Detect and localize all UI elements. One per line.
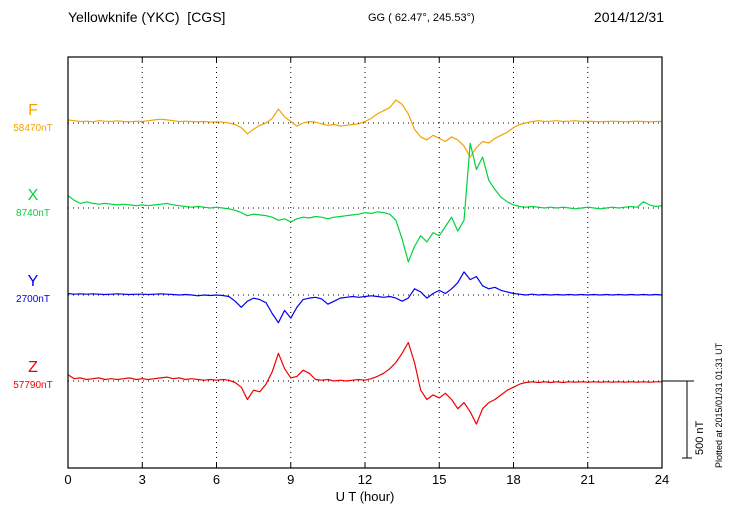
trace-letter: F bbox=[28, 102, 38, 119]
x-tick-label: 24 bbox=[654, 472, 670, 487]
x-tick-label: 18 bbox=[506, 472, 521, 487]
trace-baseline-value: 57790nT bbox=[13, 380, 53, 391]
x-tick-label: 15 bbox=[432, 472, 447, 487]
trace-letter: Z bbox=[28, 359, 38, 376]
x-axis-tick-labels: 0 3 6 9 12 15 18 21 24 bbox=[0, 472, 730, 488]
station-title: Yellowknife (YKC) [CGS] bbox=[68, 9, 226, 25]
trace-label-Z: Z 57790nT bbox=[2, 360, 64, 391]
trace-label-F: F 58470nT bbox=[2, 103, 64, 134]
trace-label-Y: Y 2700nT bbox=[2, 274, 64, 305]
trace-letter: X bbox=[27, 187, 39, 204]
x-axis-title: U T (hour) bbox=[335, 489, 395, 504]
trace-letter: Y bbox=[27, 273, 39, 290]
scale-bar-label: 500 nT bbox=[694, 420, 706, 455]
x-tick-label: 6 bbox=[212, 472, 221, 487]
x-tick-label: 3 bbox=[138, 472, 146, 487]
x-tick-label: 9 bbox=[287, 472, 295, 487]
x-tick-label: 21 bbox=[580, 472, 595, 487]
trace-baseline-value: 8740nT bbox=[16, 208, 50, 219]
trace-baseline-value: 58470nT bbox=[13, 123, 53, 134]
plotted-at-note: Plotted at 2015/01/31 01:31 UT bbox=[714, 342, 724, 468]
plot-date: 2014/12/31 bbox=[593, 9, 664, 25]
geographic-coordinates: GG ( 62.47°, 245.53°) bbox=[368, 12, 475, 24]
trace-baseline-value: 2700nT bbox=[16, 294, 50, 305]
x-tick-label: 12 bbox=[357, 472, 373, 487]
trace-label-X: X 8740nT bbox=[2, 188, 64, 219]
x-tick-label: 0 bbox=[64, 472, 72, 487]
